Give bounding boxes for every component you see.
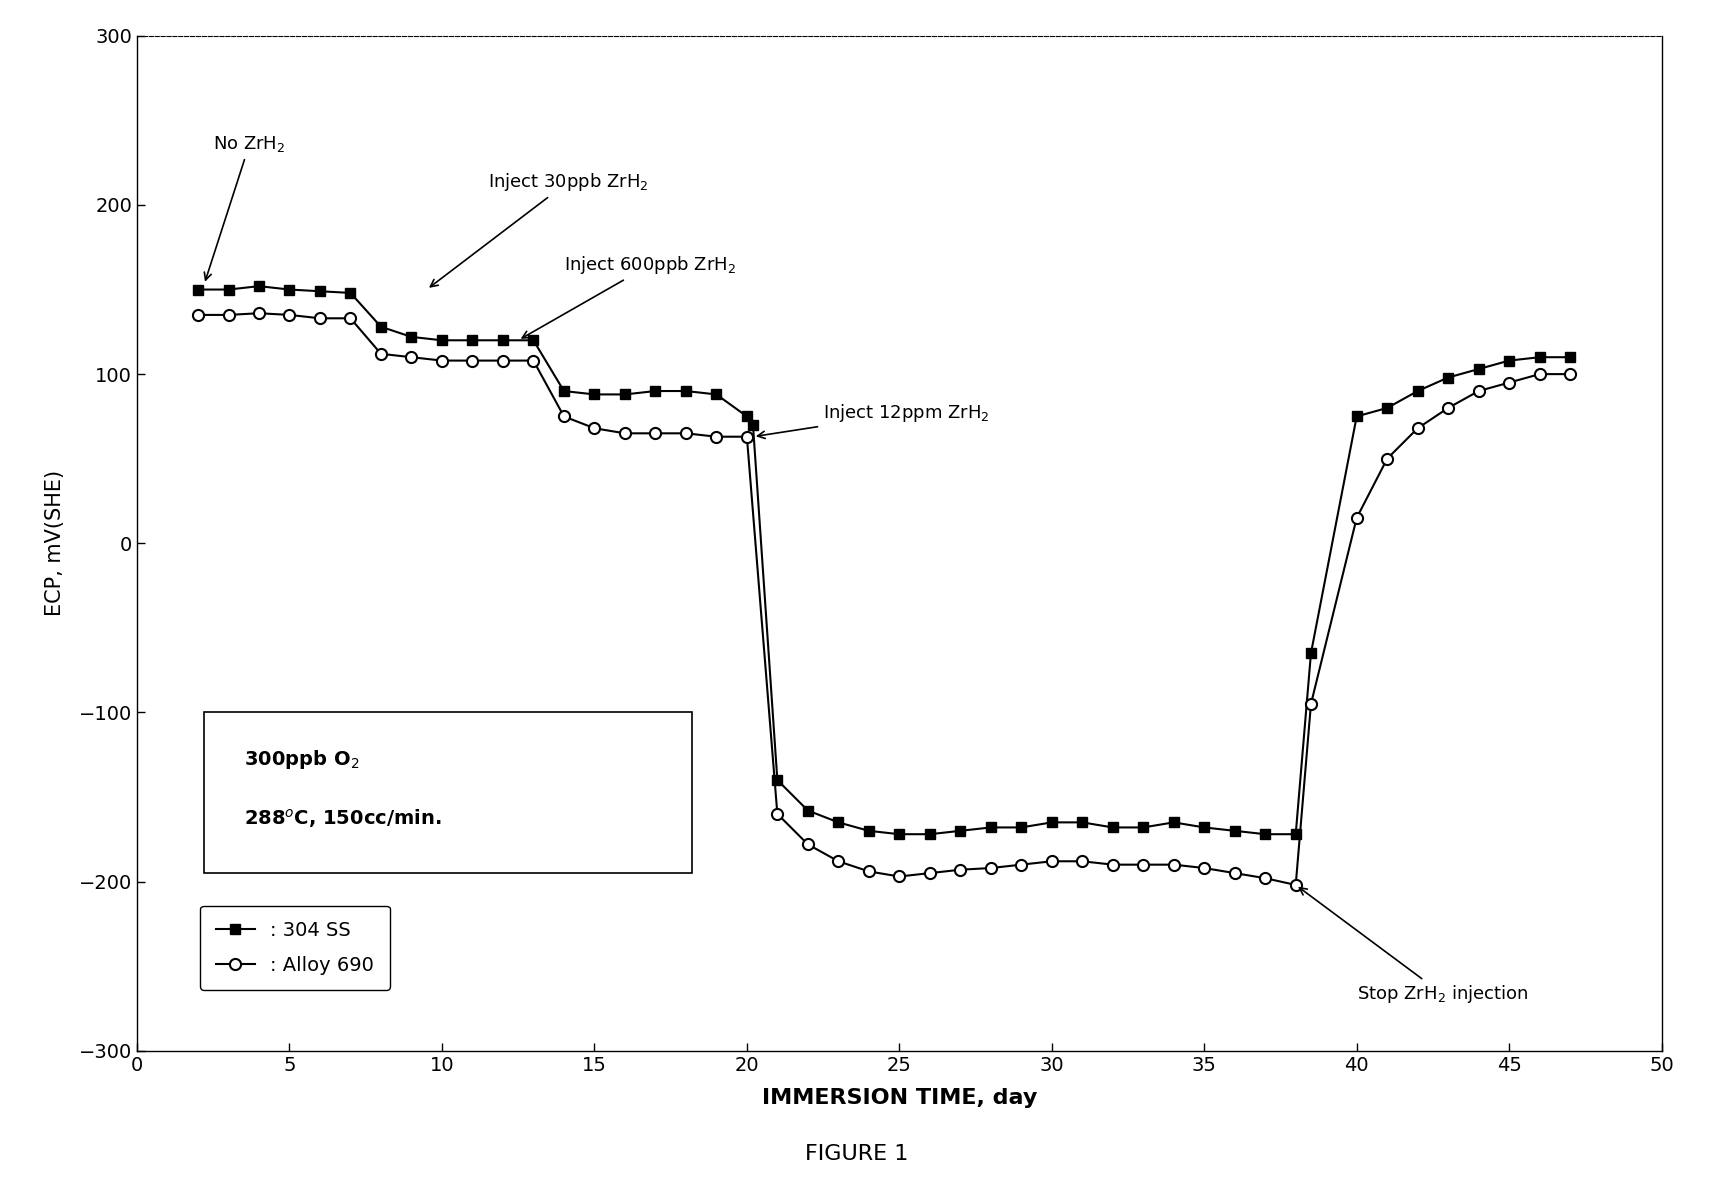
Text: No ZrH$_2$: No ZrH$_2$ xyxy=(204,134,286,281)
Legend: : 304 SS, : Alloy 690: : 304 SS, : Alloy 690 xyxy=(200,905,389,990)
Text: Stop ZrH$_2$ injection: Stop ZrH$_2$ injection xyxy=(1300,887,1528,1005)
Text: 300ppb O$_2$: 300ppb O$_2$ xyxy=(243,749,360,771)
Text: 288$^o$C, 150cc/min.: 288$^o$C, 150cc/min. xyxy=(243,807,442,831)
Bar xyxy=(204,713,692,873)
Text: FIGURE 1: FIGURE 1 xyxy=(805,1144,908,1164)
Y-axis label: ECP, mV(SHE): ECP, mV(SHE) xyxy=(45,470,65,616)
Text: Inject 30ppb ZrH$_2$: Inject 30ppb ZrH$_2$ xyxy=(430,171,648,287)
X-axis label: IMMERSION TIME, day: IMMERSION TIME, day xyxy=(762,1089,1036,1108)
Text: Inject 12ppm ZrH$_2$: Inject 12ppm ZrH$_2$ xyxy=(757,402,990,438)
Text: Inject 600ppb ZrH$_2$: Inject 600ppb ZrH$_2$ xyxy=(522,254,737,338)
